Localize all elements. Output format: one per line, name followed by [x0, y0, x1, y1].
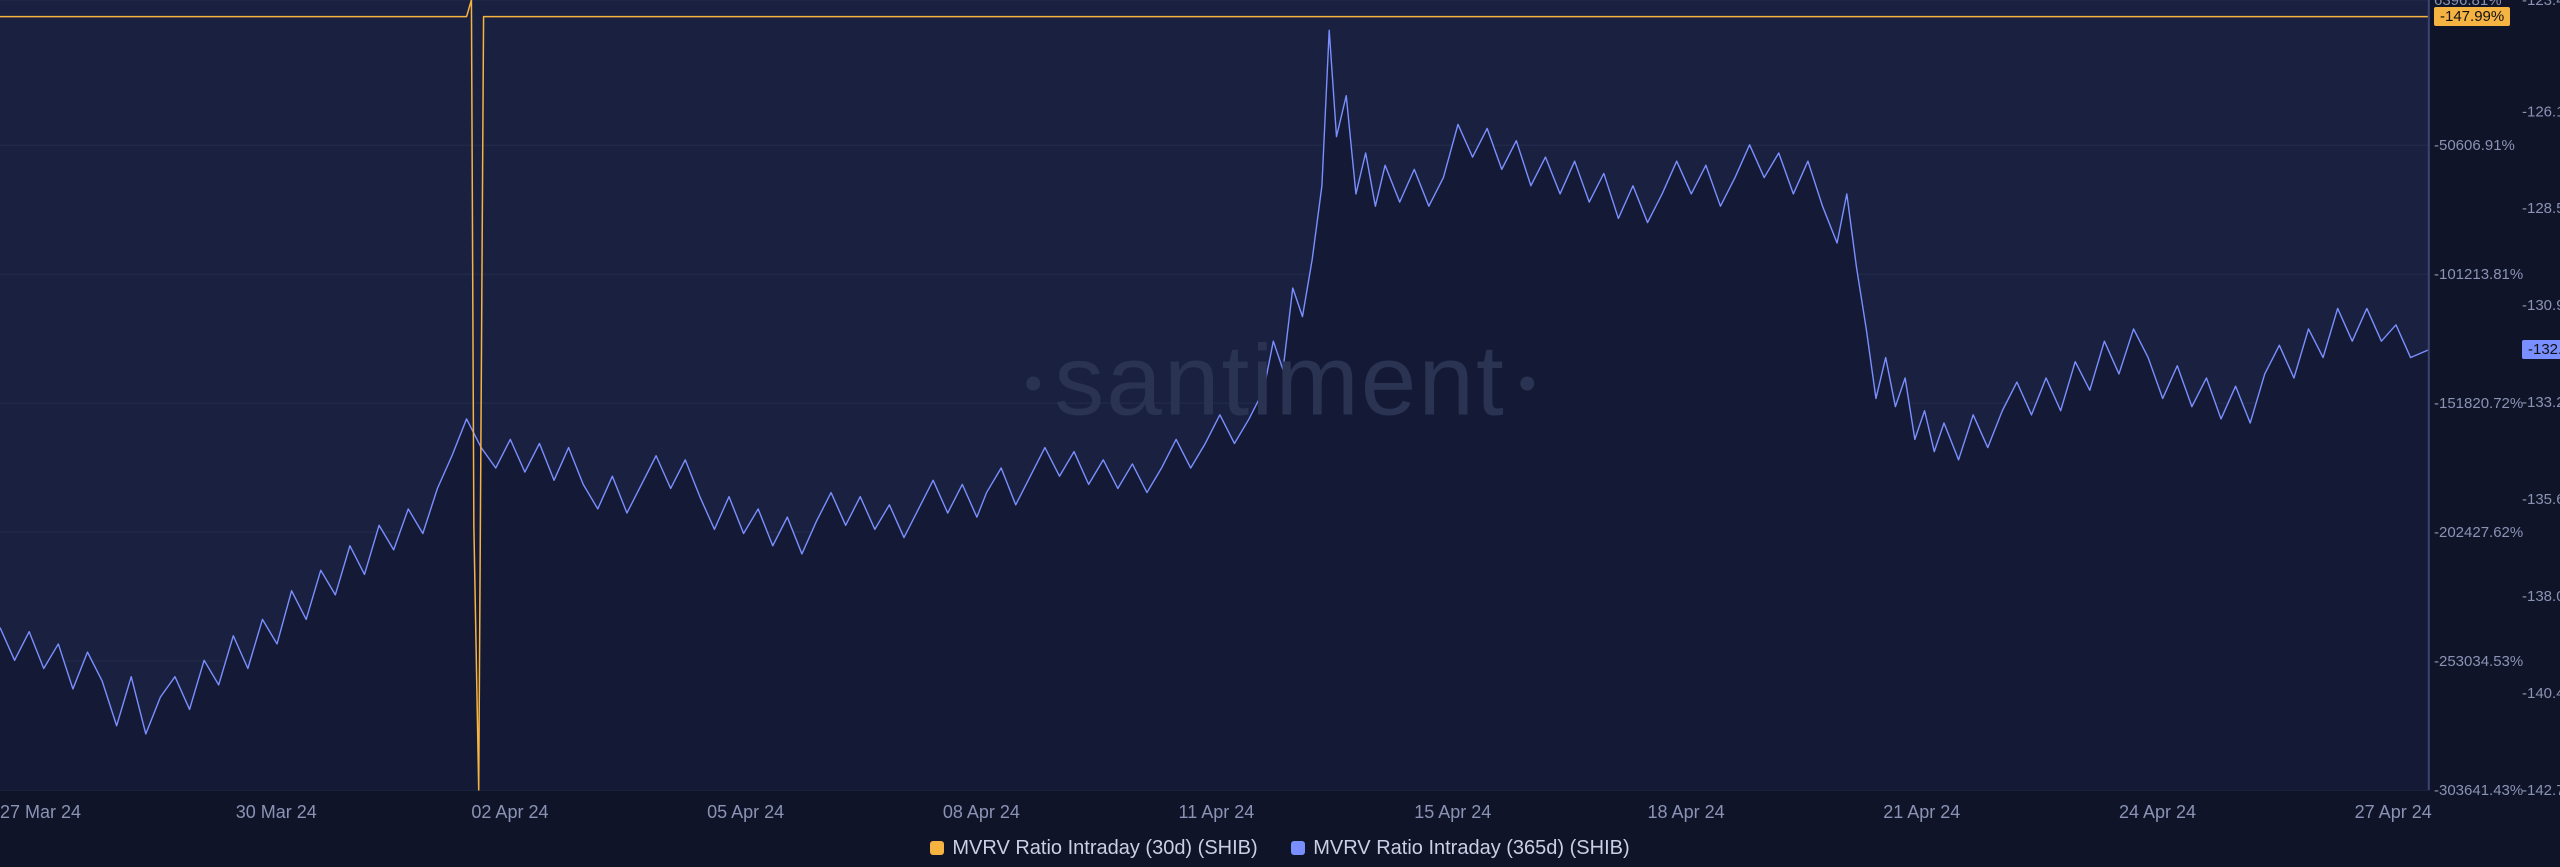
x-tick-label: 08 Apr 24	[943, 802, 1020, 822]
x-tick-label: 02 Apr 24	[471, 802, 548, 822]
y-left-tick-label: -202427.62%	[2434, 524, 2523, 541]
x-tick-label: 27 Mar 24	[0, 802, 81, 822]
y-right-tick-label: -138.03%	[2522, 588, 2560, 605]
x-tick-label: 11 Apr 24	[1179, 802, 1255, 822]
y-right-tick-label: -140.40%	[2522, 685, 2560, 702]
x-tick-label: 18 Apr 24	[1648, 802, 1725, 822]
y-right-tick-label: -123.46%	[2522, 0, 2560, 9]
y-right-tick-label: -128.55%	[2522, 200, 2560, 217]
y-left-tick-label: -253034.53%	[2434, 653, 2523, 670]
y-left-tick-label: -50606.91%	[2434, 137, 2515, 154]
cursor-badge-30d: -147.99%	[2434, 7, 2510, 26]
legend-label-30d: MVRV Ratio Intraday (30d) (SHIB)	[952, 837, 1257, 860]
x-tick-label: 24 Apr 24	[2119, 802, 2196, 822]
x-tick-label: 21 Apr 24	[1883, 802, 1960, 822]
legend-item-365d[interactable]: MVRV Ratio Intraday (365d) (SHIB)	[1291, 837, 1629, 860]
chart-svg[interactable]: 27 Mar 24 30 Mar 24 02 Apr 24 05 Apr 24 08 A…	[0, 0, 2560, 867]
y-right-tick-label: -135.66%	[2522, 491, 2560, 508]
cursor-badge-365d: -132.01%	[2522, 340, 2560, 359]
legend-swatch-30d	[930, 841, 944, 855]
x-tick-label: 27 Apr 24	[2355, 802, 2432, 822]
legend: MVRV Ratio Intraday (30d) (SHIB) MVRV Ra…	[0, 837, 2560, 862]
legend-item-30d[interactable]: MVRV Ratio Intraday (30d) (SHIB)	[930, 837, 1257, 860]
x-tick-label: 30 Mar 24	[236, 802, 317, 822]
legend-label-365d: MVRV Ratio Intraday (365d) (SHIB)	[1313, 837, 1629, 860]
chart-container: 27 Mar 24 30 Mar 24 02 Apr 24 05 Apr 24 08 A…	[0, 0, 2560, 867]
y-left-tick-label: -101213.81%	[2434, 266, 2523, 283]
x-tick-label: 15 Apr 24	[1414, 802, 1491, 822]
y-right-tick-label: -130.92%	[2522, 297, 2560, 314]
y-left-tick-label: -151820.72%	[2434, 395, 2523, 412]
x-tick-label: 05 Apr 24	[707, 802, 784, 822]
y-right-tick-label: -133.29%	[2522, 394, 2560, 411]
y-left-tick-label: -303641.43%	[2434, 782, 2523, 799]
y-right-tick-label: -142.77%	[2522, 782, 2560, 799]
legend-swatch-365d	[1291, 841, 1305, 855]
y-right-tick-label: -126.18%	[2522, 103, 2560, 120]
